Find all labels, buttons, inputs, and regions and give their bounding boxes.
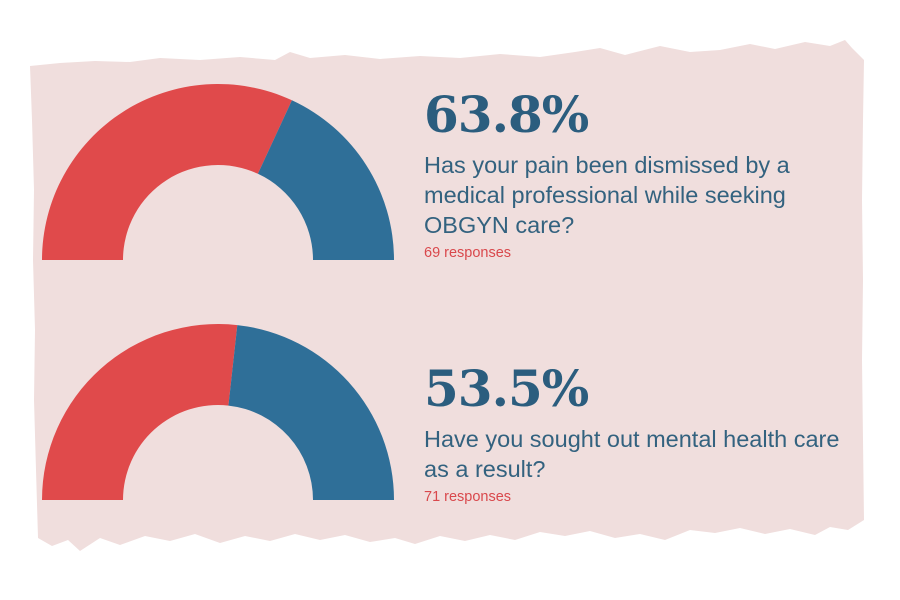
gauge-2-no-arc — [228, 325, 395, 500]
stat-2-responses: 71 responses — [424, 489, 512, 505]
stat-1-question: Has your pain been dismissed by a medica… — [424, 152, 790, 238]
stat-1-percentage: 63.8% — [424, 85, 589, 144]
gauge-1-no-arc — [257, 100, 395, 260]
stat-block-2: 53.5% Have you sought out mental health … — [424, 360, 844, 506]
stat-block-1: 63.8% Has your pain been dismissed by a … — [424, 86, 844, 262]
gauge-1-yes-arc — [42, 84, 292, 260]
gauge-2-yes-arc — [42, 324, 238, 500]
gauge-chart-1 — [42, 84, 395, 260]
gauge-chart-2 — [42, 324, 395, 500]
stat-1-responses: 69 responses — [424, 245, 512, 261]
paper-shape — [30, 40, 864, 551]
stat-2-percentage: 53.5% — [424, 359, 589, 418]
stat-2-question: Have you sought out mental health care a… — [424, 426, 840, 482]
